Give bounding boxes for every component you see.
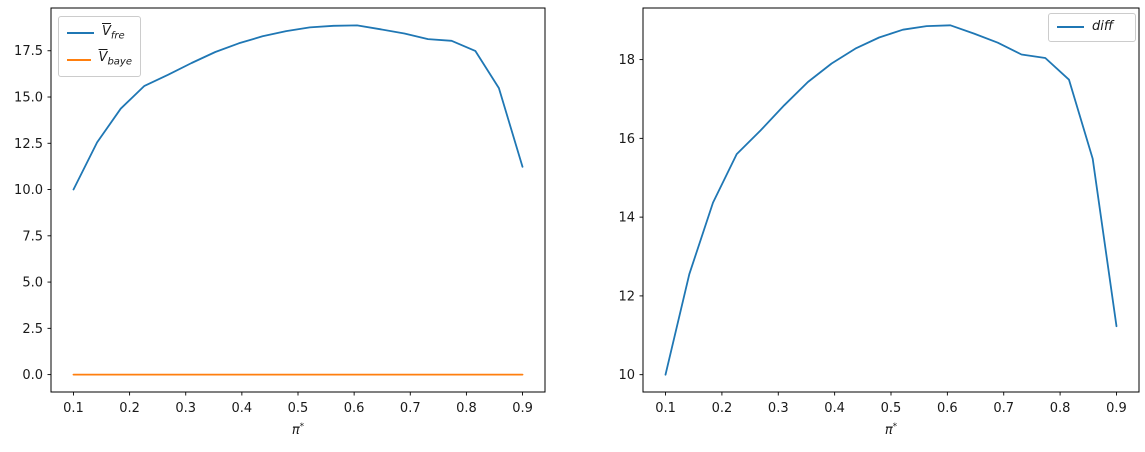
chart-1-xtick-label: 0.8 <box>1050 401 1071 416</box>
chart-0-ytick-label: 0.0 <box>22 368 43 383</box>
chart-0-xtick-label: 0.9 <box>512 401 533 416</box>
diff-line-sample <box>1057 26 1084 29</box>
chart-0-ytick-label: 10.0 <box>14 183 43 198</box>
chart-0-ytick-label: 17.5 <box>14 44 43 59</box>
chart-1-series-line-diff <box>664 24 1118 376</box>
chart-1-xlabel: π* <box>885 422 898 438</box>
chart-1-xtick-label: 0.5 <box>881 401 902 416</box>
chart-1-xtick-label: 0.7 <box>993 401 1014 416</box>
vfre-legend-label: Vfre <box>102 23 125 42</box>
chart-0-ytick-label: 2.5 <box>22 322 43 337</box>
chart-0-xtick-label: 0.4 <box>232 401 253 416</box>
chart-0-xtick-label: 0.1 <box>63 401 84 416</box>
legend-entry-diff: diff <box>1057 20 1127 34</box>
chart-0-xtick-label: 0.7 <box>400 401 421 416</box>
chart-1-ytick-label: 10 <box>618 368 635 383</box>
vbaye-line-sample <box>67 58 91 61</box>
chart-0-ytick-label: 7.5 <box>22 229 43 244</box>
chart-1-ytick-label: 16 <box>618 132 635 147</box>
legend-entry-vbaye: Vbaye <box>67 51 132 68</box>
chart-0-xtick-label: 0.3 <box>175 401 196 416</box>
chart-1-ytick-label: 14 <box>618 211 635 226</box>
legend-entry-vfre: Vfre <box>67 23 132 42</box>
vfre-line-sample <box>67 32 94 35</box>
chart-1-ytick-label: 12 <box>618 289 635 304</box>
chart-0-ytick-label: 15.0 <box>14 91 43 106</box>
left-chart-legend: Vfre Vbaye <box>58 16 141 77</box>
chart-0-xtick-label: 0.8 <box>456 401 477 416</box>
chart-1-xtick-label: 0.6 <box>937 401 958 416</box>
chart-1-xtick-label: 0.4 <box>824 401 845 416</box>
chart-0-series-line-vfre <box>72 24 524 191</box>
right-chart-legend: diff <box>1048 13 1136 42</box>
chart-0-xtick-label: 0.2 <box>119 401 140 416</box>
chart-0-xtick-label: 0.5 <box>288 401 309 416</box>
chart-0-ytick-label: 5.0 <box>22 276 43 291</box>
vbaye-legend-label: Vbaye <box>98 50 132 69</box>
chart-1-ytick-label: 18 <box>618 53 635 68</box>
chart-0-xtick-label: 0.6 <box>344 401 365 416</box>
chart-1-xtick-label: 0.1 <box>655 401 676 416</box>
chart-0-xlabel: π* <box>292 422 305 438</box>
chart-1-xtick-label: 0.3 <box>768 401 789 416</box>
chart-0-ytick-label: 12.5 <box>14 137 43 152</box>
chart-1-xtick-label: 0.2 <box>712 401 733 416</box>
chart-1-xtick-label: 0.9 <box>1106 401 1127 416</box>
diff-legend-label: diff <box>1092 19 1114 35</box>
chart-1-spines <box>642 7 1140 393</box>
